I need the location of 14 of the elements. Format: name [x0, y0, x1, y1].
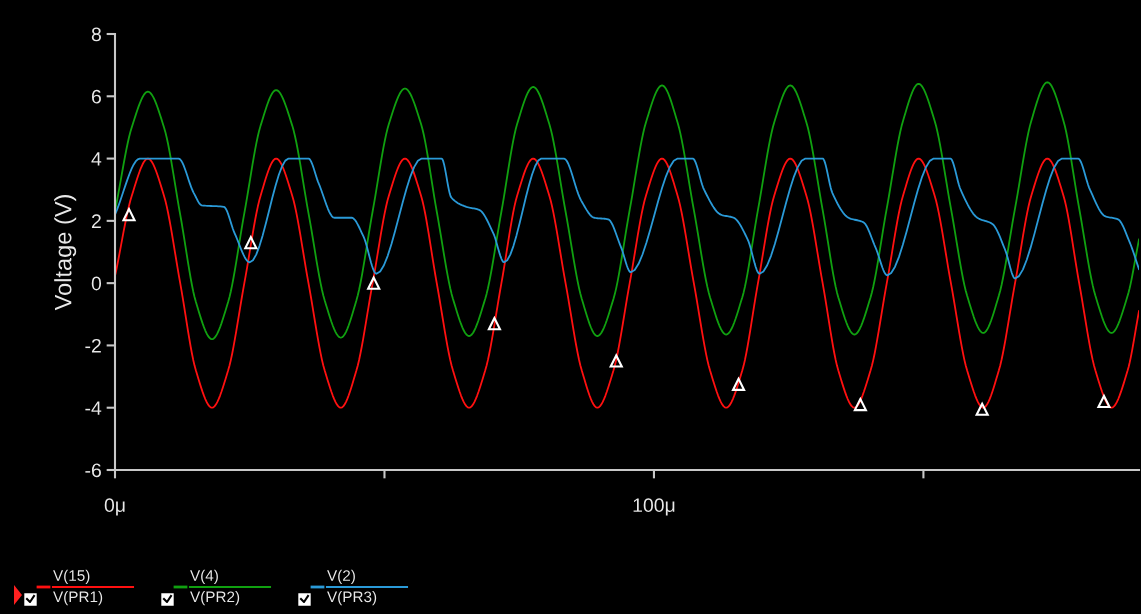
- x-tick-label: 0μ: [104, 498, 125, 516]
- legend-label: V(15) V(PR1): [53, 569, 103, 606]
- y-axis-title: Voltage (V): [54, 195, 77, 311]
- y-tick-label: -4: [85, 401, 102, 415]
- y-tick-label: 2: [91, 214, 101, 228]
- y-tick-label: -2: [85, 338, 101, 353]
- y-tick-label: 4: [91, 152, 102, 166]
- y-tick-label: 6: [91, 89, 101, 104]
- y-tick-label: 8: [91, 27, 101, 42]
- y-tick-label: 0: [91, 276, 102, 291]
- y-tick-label: -6: [85, 463, 101, 478]
- x-tick-label: 100μ: [633, 498, 675, 516]
- legend-label: V(4) V(PR2): [190, 569, 240, 606]
- legend-label: V(2) V(PR3): [327, 569, 377, 606]
